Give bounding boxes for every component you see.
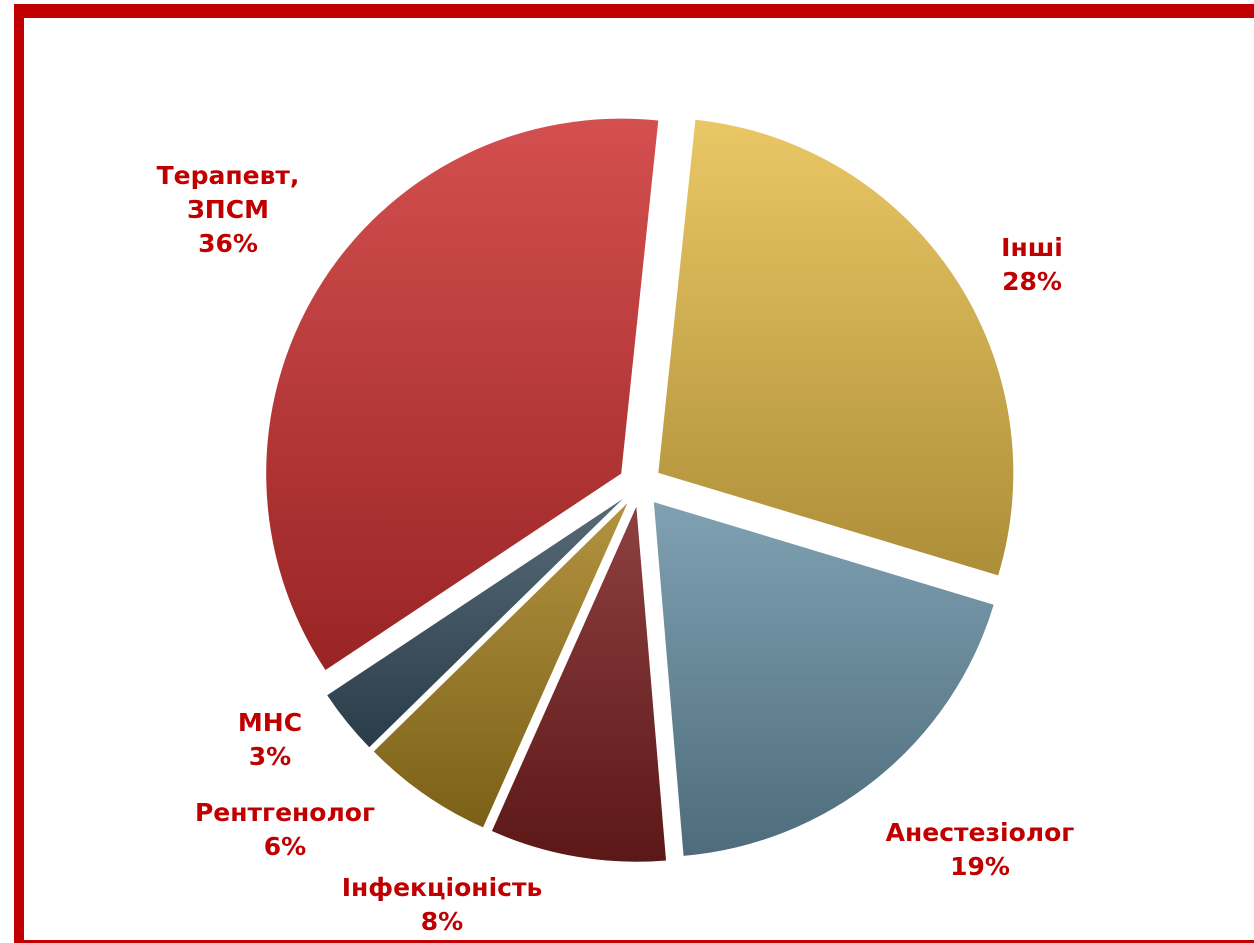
value-label: 6% bbox=[263, 832, 307, 861]
slice-label: Рентгенолог 6% bbox=[195, 796, 375, 864]
slice-label: Інші 28% bbox=[1001, 231, 1063, 299]
pie-slice bbox=[373, 503, 628, 828]
category-label: Анестезіолог bbox=[885, 818, 1075, 847]
category-label: Інфекціоність bbox=[341, 873, 543, 902]
frame bbox=[14, 4, 1254, 943]
slice-label: Анестезіолог 19% bbox=[886, 816, 1075, 884]
value-label: 28% bbox=[1002, 267, 1062, 296]
category-label: Інші bbox=[1001, 233, 1063, 262]
value-label: 36% bbox=[198, 229, 258, 258]
pie-slice bbox=[491, 506, 667, 862]
category-label: МНС bbox=[237, 708, 303, 737]
category-label: Терапевт, ЗПСМ bbox=[156, 161, 300, 224]
pie-slice bbox=[327, 498, 623, 748]
category-label: Рентгенолог bbox=[194, 798, 376, 827]
value-label: 8% bbox=[420, 907, 464, 936]
pie-slice bbox=[658, 119, 1014, 576]
pie-slice bbox=[653, 502, 994, 856]
slice-label: Терапевт, ЗПСМ 36% bbox=[143, 159, 313, 261]
slice-label: Інфекціоність 8% bbox=[342, 871, 543, 939]
value-label: 3% bbox=[248, 742, 292, 771]
value-label: 19% bbox=[950, 852, 1010, 881]
pie-slice bbox=[266, 118, 659, 671]
slice-label: МНС 3% bbox=[238, 706, 302, 774]
